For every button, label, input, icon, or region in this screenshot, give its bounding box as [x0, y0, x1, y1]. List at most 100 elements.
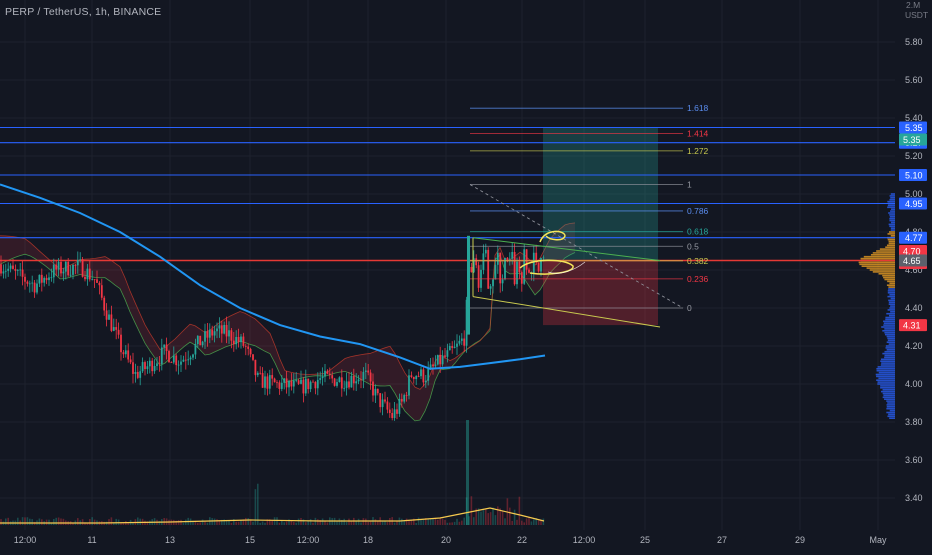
volume-profile-bar [879, 248, 895, 250]
volume-profile-bar [889, 216, 895, 218]
candle-body [204, 331, 206, 342]
volume-profile-bar [890, 221, 895, 224]
candle-body [439, 354, 442, 365]
fibonacci-retracement[interactable]: 0 0.236 0.382 0.5 0.618 0.786 1 1.272 1.414 1.618 [469, 103, 709, 313]
candle-body [448, 346, 451, 351]
volume-bar [249, 520, 252, 525]
price-axis[interactable]: 2.MUSDT5.805.605.405.205.004.804.604.404… [895, 0, 932, 550]
volume-profile-bar [876, 369, 895, 372]
cloud-segment [20, 237, 25, 256]
candle-body [230, 330, 233, 341]
fib-trend-line[interactable] [469, 184, 684, 309]
position-loss-zone[interactable] [543, 260, 658, 326]
price-tick-label: 4.00 [905, 379, 923, 389]
volume-bar [369, 521, 372, 525]
price-badge[interactable] [899, 245, 927, 257]
volume-profile-bar [884, 333, 895, 336]
candle-body [237, 337, 240, 343]
candle-body [429, 364, 432, 369]
candle-body [280, 382, 283, 389]
volume-bar [492, 507, 494, 525]
volume-bar [62, 518, 65, 525]
candle-body [400, 398, 403, 402]
volume-profile-bar [887, 339, 895, 342]
position-profit-zone[interactable] [543, 127, 658, 261]
volume-bar [72, 522, 74, 525]
volume-profile-bar [889, 282, 895, 285]
long-position-tool[interactable] [543, 127, 658, 326]
candle-body [420, 369, 422, 377]
pennant-lower-line[interactable] [472, 296, 661, 328]
candle-body [504, 257, 506, 280]
volume-bar [487, 513, 489, 525]
volume-bar [26, 517, 29, 525]
candle-body [55, 264, 58, 270]
time-axis[interactable]: 12:00 11 13 15 12:00 18 20 22 12:00 25 27 29 May [0, 530, 932, 550]
price-badge[interactable] [899, 319, 927, 332]
price-badge[interactable] [899, 254, 927, 267]
volume-bar [475, 508, 477, 525]
candle-body [518, 261, 521, 273]
candle-body [537, 262, 540, 272]
cloud-segment [410, 380, 415, 421]
trendline-drawings[interactable] [472, 237, 661, 328]
candle-body [144, 362, 146, 370]
volume-bar [504, 518, 506, 525]
candle-body [120, 334, 122, 353]
candle-body [218, 325, 221, 329]
time-tick-label: 20 [441, 535, 451, 545]
candle-body [386, 401, 389, 410]
price-level-badge-label: 5.35 [905, 123, 923, 133]
candle-body [43, 277, 46, 283]
candle-body [208, 329, 211, 338]
volume-profile-bar [887, 280, 895, 283]
candle-body [115, 327, 118, 330]
horizontal-levels[interactable] [0, 126, 895, 262]
candle-body [302, 379, 305, 394]
volume-profile-bar [888, 303, 895, 305]
volume-bar [91, 517, 93, 525]
volume-profile-bar [882, 330, 895, 332]
volume-bar [326, 522, 329, 525]
candle-body [127, 350, 130, 360]
candle-body [388, 409, 391, 413]
price-level-badge[interactable] [899, 169, 927, 181]
price-badge[interactable] [899, 133, 927, 146]
volume-profile-bar [889, 417, 895, 419]
volume-bar [516, 519, 518, 525]
candle-body [211, 329, 214, 336]
volume-profile-bar [888, 299, 895, 302]
volume-profile-bar [886, 341, 895, 343]
price-badge-label: 4.70 [903, 247, 921, 257]
candle-body [252, 354, 254, 360]
pennant-upper-line[interactable] [472, 237, 661, 261]
volume-bar [185, 519, 187, 525]
candle-body [48, 277, 50, 281]
volume-bar [122, 522, 125, 525]
volume-profile-bar [888, 240, 895, 243]
candle-body [158, 363, 161, 365]
candle-body [98, 282, 101, 286]
candle-body [168, 350, 170, 363]
price-level-badge[interactable] [899, 231, 927, 244]
volume-bar [360, 522, 362, 525]
candle-body [187, 359, 190, 361]
candle-body [525, 249, 528, 270]
volume-profile-bar [866, 267, 895, 269]
cloud-segment [140, 313, 145, 344]
candle-body [446, 350, 449, 357]
volume-bar [89, 519, 91, 525]
candle-body [96, 279, 98, 283]
candle-body [506, 257, 509, 260]
senkou-span-b [0, 222, 576, 390]
volume-profile-bar [890, 227, 895, 229]
price-level-badge[interactable] [899, 121, 927, 134]
price-tick-label: 5.40 [905, 113, 923, 123]
cloud-segment [280, 359, 285, 383]
volume-profile-bar [877, 383, 895, 385]
candle-body [21, 269, 24, 277]
price-level-badge[interactable] [899, 197, 927, 210]
candle-body [271, 375, 274, 379]
